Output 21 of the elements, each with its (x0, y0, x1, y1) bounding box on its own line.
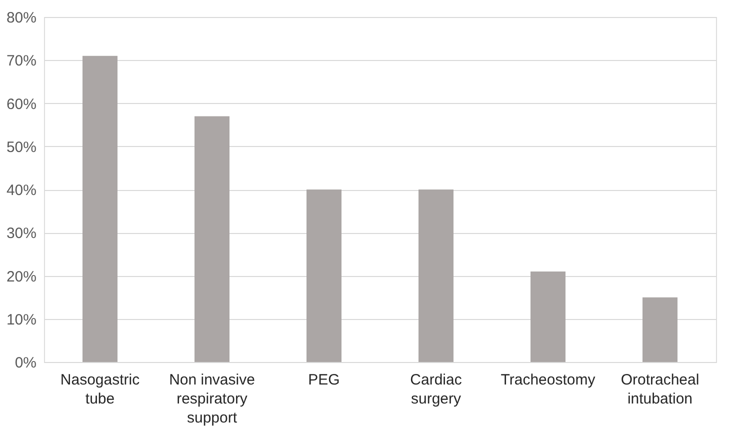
x-tick-label: PEG (308, 372, 340, 388)
y-tick-label: 20% (6, 268, 36, 286)
y-tick-label: 0% (14, 354, 36, 372)
y-tick-label: 70% (6, 52, 36, 70)
bar (418, 190, 454, 362)
bar (306, 190, 342, 362)
y-tick-label: 10% (6, 311, 36, 328)
x-tick-label: Orotracheal intubation (620, 372, 700, 408)
y-tick-label: 60% (6, 96, 36, 113)
bar (82, 56, 118, 362)
x-tick-label: Nasogastric tube (60, 372, 140, 408)
x-tick-label: Tracheostomy (500, 372, 596, 388)
y-tick-label: 50% (6, 138, 36, 156)
x-tick-label: Cardiac surgery (410, 372, 462, 408)
x-tick-label: Non invasive respiratory support (169, 372, 255, 426)
y-tick-label: 80% (6, 10, 36, 26)
y-tick-label: 40% (6, 182, 36, 199)
y-tick-label: 30% (6, 225, 36, 242)
bar (530, 271, 566, 362)
bar (194, 116, 230, 362)
bar (642, 297, 678, 362)
